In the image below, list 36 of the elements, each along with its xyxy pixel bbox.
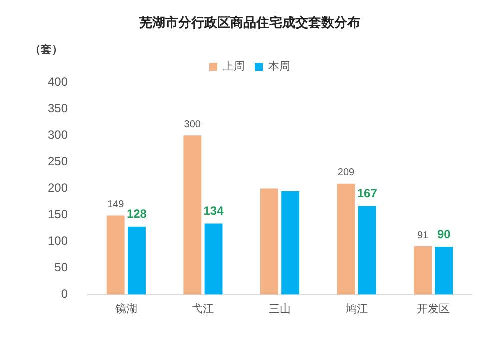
y-tick-label: 300 bbox=[48, 128, 68, 142]
y-axis-title: （套） bbox=[30, 42, 63, 56]
data-label: 134 bbox=[204, 204, 224, 218]
y-tick-label: 50 bbox=[54, 260, 68, 275]
data-label: 300 bbox=[184, 119, 202, 130]
y-tick-label: 100 bbox=[48, 234, 68, 248]
legend-label: 本周 bbox=[268, 60, 290, 73]
y-tick-label: 350 bbox=[48, 101, 68, 116]
y-tick-label: 400 bbox=[48, 74, 68, 89]
bar bbox=[184, 136, 202, 295]
bar bbox=[414, 246, 432, 295]
bar bbox=[260, 188, 278, 295]
bar bbox=[128, 226, 146, 295]
x-tick-label: 开发区 bbox=[417, 302, 450, 316]
y-tick-label: 250 bbox=[48, 154, 68, 168]
bar bbox=[282, 191, 300, 295]
data-label: 149 bbox=[108, 200, 125, 211]
bar bbox=[337, 184, 356, 295]
x-tick-label: 鸠江 bbox=[346, 302, 368, 316]
y-tick-label: 200 bbox=[48, 181, 68, 196]
y-tick-label: 150 bbox=[48, 208, 68, 222]
x-tick-label: 镜湖 bbox=[114, 302, 138, 316]
y-tick-label: 0 bbox=[61, 287, 68, 302]
data-label: 128 bbox=[126, 207, 148, 222]
bar bbox=[106, 216, 125, 295]
data-label: 209 bbox=[338, 168, 356, 179]
bar bbox=[358, 206, 376, 295]
legend-label: 上周 bbox=[223, 60, 245, 73]
bar bbox=[435, 247, 454, 295]
chart-title: 芜湖市分行政区商品住宅成交套数分布 bbox=[138, 15, 360, 32]
x-tick-label: 弋江 bbox=[192, 302, 214, 316]
bar bbox=[204, 224, 223, 295]
data-label: 90 bbox=[437, 227, 452, 242]
x-tick-label: 三山 bbox=[269, 302, 292, 316]
data-label: 91 bbox=[417, 230, 430, 242]
data-label: 167 bbox=[357, 186, 378, 201]
